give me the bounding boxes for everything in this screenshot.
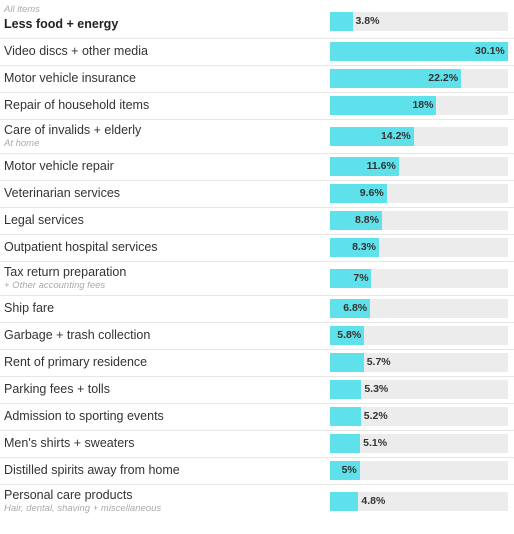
bar-track: 3.8% bbox=[330, 12, 508, 31]
bar bbox=[330, 461, 360, 480]
value-label: 14.2% bbox=[380, 130, 411, 142]
bar bbox=[330, 299, 371, 318]
value-label: 5.7% bbox=[366, 356, 391, 368]
value-label: 5.8% bbox=[337, 329, 362, 341]
value-label: 5.2% bbox=[363, 410, 388, 422]
bar bbox=[330, 407, 361, 426]
bar-track: 5.1% bbox=[330, 434, 508, 453]
value-label: 7% bbox=[353, 272, 369, 284]
chart-row: Distilled spirits away from home 5% bbox=[0, 457, 514, 485]
chart-row: Personal care products Hair, dental, shav… bbox=[0, 484, 514, 518]
value-label: 8.8% bbox=[355, 214, 379, 226]
bar-track: 9.6% bbox=[330, 184, 508, 203]
value-label: 5% bbox=[341, 464, 357, 476]
chart-row: Tax return preparation + Other accounting… bbox=[0, 261, 514, 296]
row-sublabel: At home bbox=[4, 138, 40, 149]
chart-row: Ship fare 6.8% bbox=[0, 295, 514, 323]
bar bbox=[330, 211, 382, 230]
bar bbox=[330, 492, 359, 511]
row-label: Motor vehicle insurance bbox=[4, 71, 137, 85]
row-label: Tax return preparation bbox=[4, 265, 127, 279]
chart-row: Rent of primary residence 5.7% bbox=[0, 349, 514, 377]
row-label: Garbage + trash collection bbox=[4, 328, 151, 342]
bar-track: 8.8% bbox=[330, 211, 508, 230]
bar bbox=[330, 96, 437, 115]
row-label: Men's shirts + sweaters bbox=[4, 436, 135, 450]
bar bbox=[330, 69, 462, 88]
row-label: Distilled spirits away from home bbox=[4, 463, 180, 477]
row-label: Ship fare bbox=[4, 301, 55, 315]
value-label: 6.8% bbox=[343, 302, 368, 314]
bar-track: 30.1% bbox=[330, 42, 508, 61]
bar-track: 14.2% bbox=[330, 127, 508, 146]
chart-row: Motor vehicle repair 11.6% bbox=[0, 153, 514, 181]
value-label: 8.3% bbox=[352, 241, 377, 253]
bar bbox=[330, 184, 387, 203]
chart-row: Men's shirts + sweaters 5.1% bbox=[0, 430, 514, 458]
bar bbox=[330, 12, 353, 31]
row-sublabel: All items bbox=[4, 4, 40, 15]
bar bbox=[330, 434, 361, 453]
bar bbox=[330, 380, 362, 399]
chart-row: Less food + energy All items 3.8% bbox=[0, 4, 514, 39]
bar-track: 5.3% bbox=[330, 380, 508, 399]
row-label: Parking fees + tolls bbox=[4, 382, 110, 396]
bar-track: 5.7% bbox=[330, 353, 508, 372]
chart-row: Outpatient hospital services 8.3% bbox=[0, 234, 514, 262]
bar-track: 22.2% bbox=[330, 69, 508, 88]
bar-track: 8.3% bbox=[330, 238, 508, 257]
row-label: Rent of primary residence bbox=[4, 355, 148, 369]
value-label: 5.3% bbox=[364, 383, 389, 395]
chart-row: Legal services 8.8% bbox=[0, 207, 514, 235]
chart-row: Parking fees + tolls 5.3% bbox=[0, 376, 514, 404]
bar-track: 5.2% bbox=[330, 407, 508, 426]
bar-track: 18% bbox=[330, 96, 508, 115]
chart-row: Care of invalids + elderly At home 14.2% bbox=[0, 119, 514, 154]
row-label: Video discs + other media bbox=[4, 44, 148, 58]
row-label: Personal care products bbox=[4, 488, 133, 502]
row-sublabel: + Other accounting fees bbox=[4, 280, 106, 291]
bar bbox=[330, 127, 414, 146]
row-label: Outpatient hospital services bbox=[4, 240, 158, 254]
row-sublabel: Hair, dental, shaving + miscellaneous bbox=[4, 503, 162, 514]
row-label: Legal services bbox=[4, 213, 84, 227]
bar bbox=[330, 42, 508, 61]
value-label: 11.6% bbox=[366, 160, 396, 172]
row-label: Repair of household items bbox=[4, 98, 150, 112]
chart-row: Veterinarian services 9.6% bbox=[0, 180, 514, 208]
bar-track: 11.6% bbox=[330, 157, 508, 176]
row-label: Veterinarian services bbox=[4, 186, 121, 200]
value-label: 4.8% bbox=[361, 495, 386, 507]
row-label: Less food + energy bbox=[4, 17, 119, 31]
bar-track: 5% bbox=[330, 461, 508, 480]
value-label: 9.6% bbox=[359, 187, 384, 199]
row-label: Motor vehicle repair bbox=[4, 159, 114, 173]
bar-track: 7% bbox=[330, 269, 508, 288]
chart-row: Admission to sporting events 5.2% bbox=[0, 403, 514, 431]
bar-track: 6.8% bbox=[330, 299, 508, 318]
value-label: 30.1% bbox=[475, 45, 505, 57]
bar-track: 5.8% bbox=[330, 326, 508, 345]
value-label: 3.8% bbox=[355, 15, 380, 27]
chart-row: Motor vehicle insurance 22.2% bbox=[0, 65, 514, 93]
row-label: Admission to sporting events bbox=[4, 409, 164, 423]
bar bbox=[330, 353, 364, 372]
chart-row: Video discs + other media 30.1% bbox=[0, 38, 514, 66]
row-label: Care of invalids + elderly bbox=[4, 123, 142, 137]
value-label: 18% bbox=[412, 99, 434, 111]
bar bbox=[330, 157, 399, 176]
bar bbox=[330, 238, 380, 257]
bar-track: 4.8% bbox=[330, 492, 508, 511]
bar bbox=[330, 326, 365, 345]
value-label: 5.1% bbox=[363, 437, 388, 449]
chart-row: Garbage + trash collection 5.8% bbox=[0, 322, 514, 350]
bar bbox=[330, 269, 372, 288]
value-label: 22.2% bbox=[428, 72, 459, 84]
chart-row: Repair of household items 18% bbox=[0, 92, 514, 120]
